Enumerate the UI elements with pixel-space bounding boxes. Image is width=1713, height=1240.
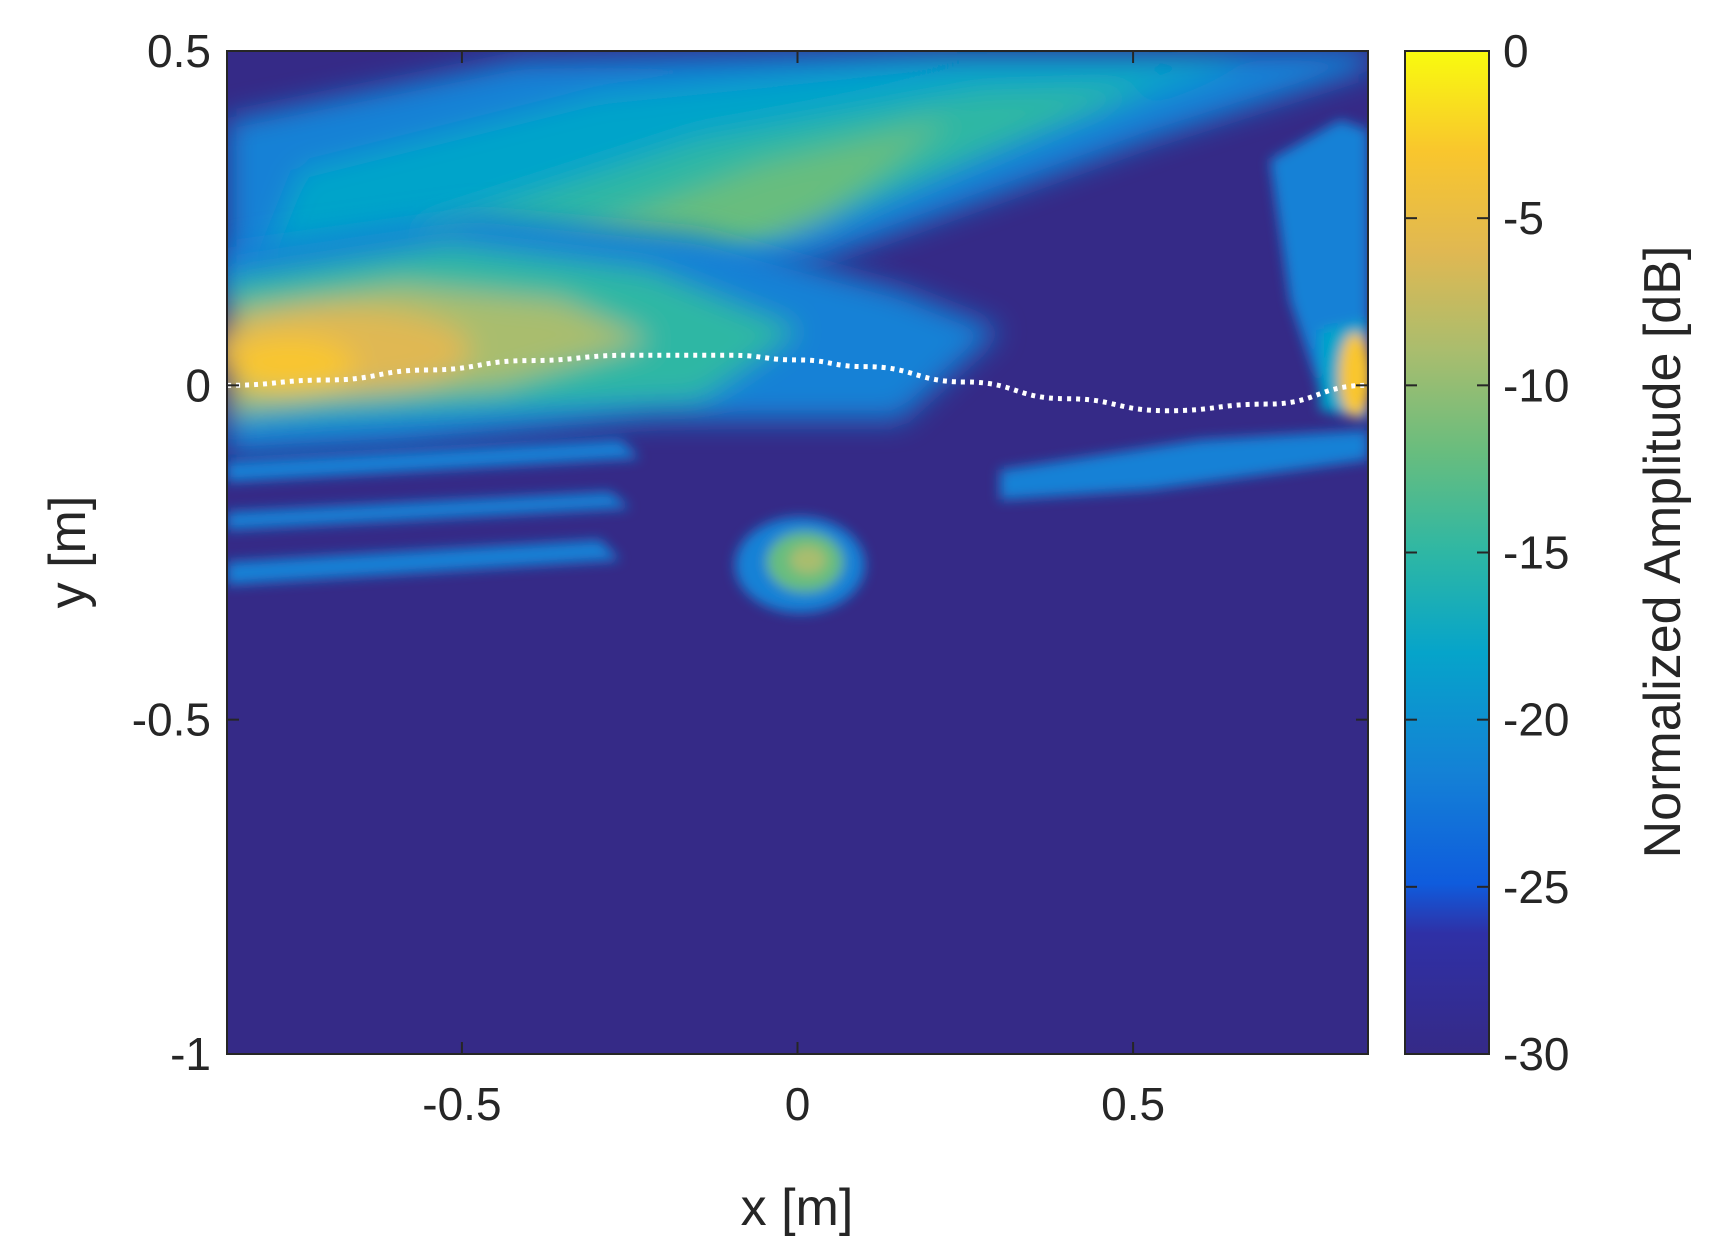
colorbar-label: Normalized Amplitude [dB] — [1634, 246, 1692, 859]
colorbar-tick-label: 0 — [1503, 25, 1529, 77]
y-tick-label: 0 — [185, 359, 211, 411]
colorbar-tick-label: -15 — [1503, 527, 1569, 579]
x-tick-label: 0 — [785, 1078, 811, 1130]
lower-side-lobes — [227, 430, 1368, 585]
colorbar-ticks: 0 -5 -10 -15 -20 -25 -30 — [1405, 25, 1569, 1080]
colorbar: 0 -5 -10 -15 -20 -25 -30 Normalized Amplitude … — [1404, 25, 1692, 1080]
x-axis-label: x [m] — [741, 1179, 854, 1237]
right-lobes — [1270, 120, 1368, 420]
colorbar-tick-label: -20 — [1503, 694, 1569, 746]
y-axis-label: y [m] — [39, 496, 97, 609]
colorbar-tick-label: -30 — [1503, 1028, 1569, 1080]
y-tick-label: -1 — [170, 1028, 211, 1080]
colorbar-gradient — [1404, 50, 1490, 1055]
colorbar-tick-label: -5 — [1503, 192, 1544, 244]
plot-area — [226, 50, 1369, 1055]
focal-spot — [735, 517, 865, 613]
heatmap-field — [227, 51, 1368, 613]
y-axis: -1 -0.5 0 0.5 — [132, 25, 1368, 1080]
x-axis: -0.5 0 0.5 — [422, 51, 1165, 1130]
y-tick-label: -0.5 — [132, 694, 211, 746]
x-tick-label: 0.5 — [1101, 1078, 1165, 1130]
x-tick-label: -0.5 — [422, 1078, 501, 1130]
dotted-trajectory-line — [227, 352, 1368, 414]
y-tick-label: 0.5 — [147, 25, 211, 77]
colorbar-tick-label: -25 — [1503, 861, 1569, 913]
colorbar-tick-label: -10 — [1503, 359, 1569, 411]
